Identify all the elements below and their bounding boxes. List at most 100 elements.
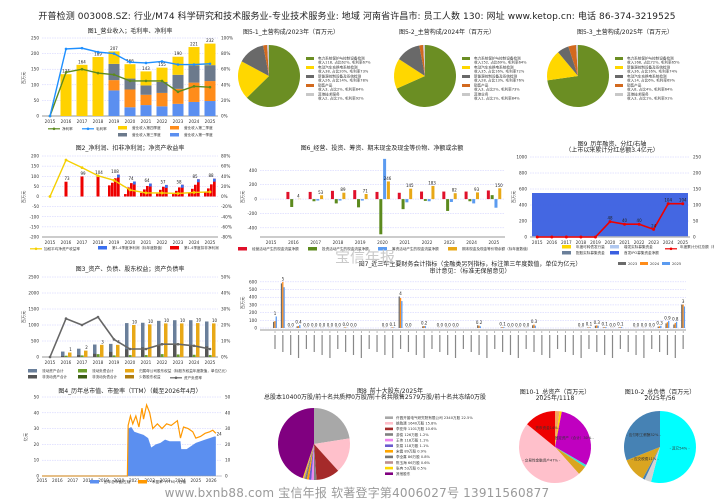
y2-tick-label: 30 [225, 426, 231, 431]
bar [588, 327, 589, 328]
bar-segment [205, 101, 216, 116]
bar [480, 326, 481, 328]
y2-tick-label: 0% [221, 355, 228, 360]
y-tick-label: 800 [519, 171, 527, 176]
dividend-point [536, 236, 539, 239]
bar-noncurrent-assets [189, 345, 193, 357]
bar [676, 322, 677, 328]
bar [286, 192, 289, 199]
bar [312, 199, 315, 201]
chart-title: 图5-3_主营构成/2025年（百万元） [577, 28, 673, 36]
y2-tick-label: 40% [221, 291, 230, 296]
chart-title: 图2_净利润、扣非净利润；净资产收益率 [76, 144, 185, 152]
x-tick-label: 2021 [141, 119, 152, 124]
bar [365, 194, 368, 199]
x-tick-label: 2019 [109, 360, 120, 365]
bar-value-label: 0.1 [390, 322, 397, 327]
legend-swatch [610, 245, 619, 249]
legend-label: 配股实际募集资金 [576, 250, 605, 255]
fig8-svg: 图8_前十大股东/2025年总股本10400万股/前十名共质押0万股/前十名共限… [270, 388, 510, 483]
fig10-2-svg: - 其它54% -- 应交税费11% -- 应付职工薪酬32% -图10-2_总… [605, 388, 714, 488]
legend-marker [670, 248, 673, 251]
bar [361, 199, 364, 200]
bar-value-label: 0.0 [405, 322, 412, 327]
debt-ratio-point [65, 317, 68, 320]
line-point [129, 80, 132, 83]
x-tick-label: 2019 [109, 119, 120, 124]
x-category-label [416, 335, 417, 355]
bar-value-label: 0.0 [319, 322, 326, 327]
bar-value-label: 53 [318, 190, 324, 195]
x-tick-label: 2022 [157, 240, 168, 245]
bar-value-label: 0.3 [656, 320, 663, 325]
bar-quarter-top [133, 182, 136, 185]
legend-swatch [385, 456, 393, 459]
line-point [65, 71, 68, 74]
bar [621, 327, 622, 328]
bar-quarter [204, 192, 207, 196]
watermark-footer: www.bxnb88.com 宝信年报 软著登字第4006027号 139115… [0, 484, 714, 501]
y-tick-label: 100 [249, 318, 257, 323]
legend-swatch [385, 433, 393, 436]
legend-swatch [125, 375, 134, 379]
roe-point [65, 159, 68, 162]
bar-quarter-top [149, 184, 152, 187]
bar [491, 195, 494, 199]
fig7-indicators-chart: 图7_近三年主要财务会计指标（金融类另列指标，标注第三年度数值，单位为亿元）审计… [240, 258, 714, 390]
x-category-label [549, 335, 550, 358]
legend-swatch [385, 444, 393, 447]
x-category-label [683, 335, 684, 349]
bar-equity [84, 351, 88, 357]
bar [297, 326, 298, 328]
legend-detail: 收入3, 占比2%, 毛利率84% [318, 87, 364, 92]
legend-swatch [385, 416, 393, 419]
chart-title: 图3_资产、负债、股东权益；资产负债率 [76, 265, 185, 273]
x-category-label [384, 335, 385, 355]
bar [376, 192, 379, 199]
bar-value-label: 0.0 [342, 322, 349, 327]
equity-label: 10 [180, 318, 186, 323]
x-tick-label: 2025 [205, 360, 216, 365]
legend-swatch [610, 251, 619, 255]
x-tick-label: 2015 [45, 240, 56, 245]
bar [476, 192, 479, 199]
y-tick-label: 0 [36, 114, 39, 119]
y-tick-label: 400 [519, 203, 527, 208]
x-tick-label: 2020 [125, 240, 136, 245]
legend-swatch [170, 126, 179, 130]
debt-ratio-point [97, 316, 100, 319]
y-tick-label: 200 [519, 219, 527, 224]
roe-point [81, 166, 84, 169]
legend-detail: 收入35, 占比16%, 毛利率72% [474, 69, 525, 74]
x-tick-label: 2022 [157, 119, 168, 124]
fig5-3-pie-panel: 图5-3_主营构成/2025年（百万元）电力系统保护与控制设备检测收入168, … [545, 26, 710, 126]
x-tick-label: 2017 [67, 478, 78, 483]
bar-total-label: 143 [142, 66, 150, 71]
roe-point [129, 189, 132, 192]
y2-tick-label: -20% [221, 204, 232, 209]
legend-swatch [562, 251, 571, 255]
line-point [81, 68, 84, 71]
legend-label: 加权平均净资产收益率 [44, 246, 80, 251]
chart-subtitle: 2025年/56 [645, 394, 676, 402]
bar-segment [77, 65, 88, 116]
legend-swatch [662, 262, 670, 265]
legend-swatch [98, 246, 107, 250]
bar [477, 325, 478, 328]
x-tick-label: 2015 [266, 240, 277, 245]
bar-quarter [140, 193, 143, 197]
x-category-label [400, 335, 401, 349]
x-tick-label: 2017 [561, 240, 572, 245]
bar-value-label: 73 [64, 176, 70, 181]
line-point [129, 61, 132, 64]
legend-detail: 收入14, 占比6%, 毛利率69% [627, 78, 676, 83]
chart-title: 图1_营业收入；毛利率、净利率 [88, 27, 173, 35]
y2-tick-label: 20% [221, 323, 230, 328]
bar [501, 327, 502, 328]
bar [454, 193, 457, 199]
line-point [65, 48, 68, 51]
y-tick-label: 10 [34, 458, 40, 463]
legend-swatch [306, 84, 314, 87]
x-tick-label: 2017 [77, 360, 88, 365]
